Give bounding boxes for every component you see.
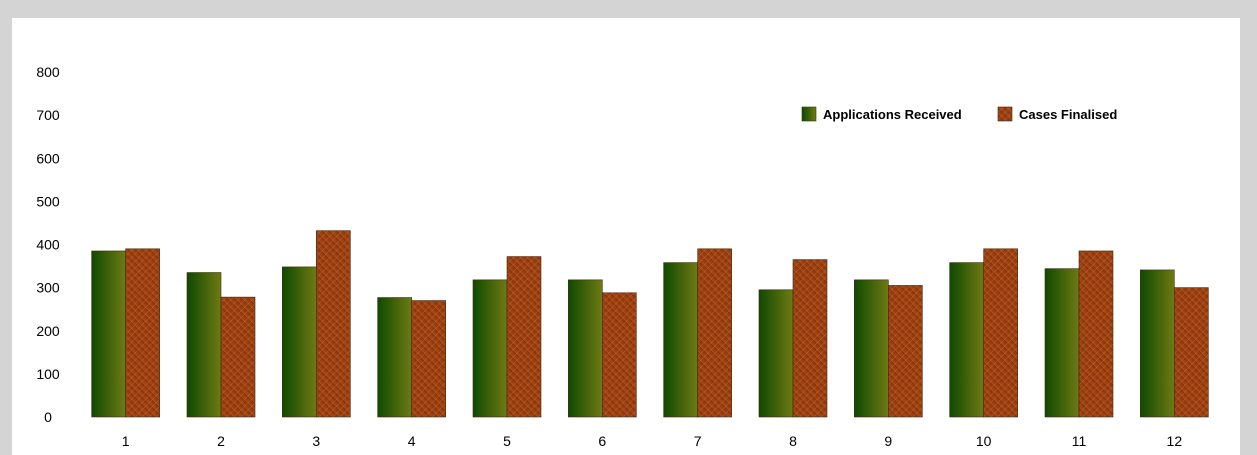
bar-applications-received — [377, 297, 412, 418]
bar-applications-received — [1140, 269, 1175, 418]
bar-cases-finalised — [125, 248, 160, 418]
bar-cases-finalised — [888, 285, 923, 418]
bar-cases-finalised — [411, 300, 446, 418]
y-tick-label: 100 — [36, 366, 60, 382]
bar-applications-received — [186, 272, 222, 418]
x-tick-label: 8 — [789, 433, 797, 449]
x-tick-label: 11 — [1072, 433, 1087, 449]
x-tick-label: 1 — [122, 433, 130, 449]
x-tick-label: 4 — [408, 433, 416, 449]
bar-series-group — [91, 230, 1209, 418]
x-tick-label: 6 — [598, 433, 606, 449]
bar-cases-finalised — [1174, 287, 1209, 418]
x-tick-label: 12 — [1167, 433, 1183, 449]
bar-applications-received — [91, 250, 126, 418]
x-tick-label: 5 — [503, 433, 511, 449]
y-tick-label: 400 — [36, 237, 60, 253]
x-tick-label: 3 — [312, 433, 320, 449]
bar-applications-received — [472, 279, 508, 418]
y-tick-label: 500 — [36, 193, 60, 209]
bar-applications-received — [568, 279, 603, 418]
legend-swatch-applications-received — [801, 106, 817, 122]
y-tick-label: 800 — [36, 64, 60, 80]
x-axis-labels: 1 2 3 4 5 6 7 8 9 10 11 12 — [122, 433, 1183, 449]
x-tick-label: 2 — [217, 433, 225, 449]
legend: Applications Received Cases Finalised — [801, 106, 1117, 122]
bar-cases-finalised — [983, 248, 1018, 418]
y-tick-label: 200 — [36, 323, 60, 339]
legend-label-cases-finalised: Cases Finalised — [1019, 107, 1117, 122]
bar-cases-finalised — [602, 292, 637, 418]
y-axis-ticks: 0 100 200 300 400 500 600 700 800 — [36, 64, 60, 425]
bar-cases-finalised — [1078, 250, 1114, 418]
bar-applications-received — [949, 262, 984, 418]
legend-swatch-cases-finalised — [997, 106, 1013, 122]
bar-applications-received — [758, 289, 794, 418]
bar-applications-received — [282, 266, 317, 418]
y-tick-label: 0 — [44, 409, 52, 425]
bar-cases-finalised — [697, 248, 732, 418]
x-tick-label: 10 — [976, 433, 992, 449]
x-tick-label: 9 — [884, 433, 892, 449]
bar-applications-received — [663, 262, 698, 418]
bar-applications-received — [854, 279, 889, 418]
bar-cases-finalised — [316, 230, 351, 418]
legend-label-applications-received: Applications Received — [823, 107, 962, 122]
y-tick-label: 700 — [36, 107, 60, 123]
bar-applications-received — [1044, 268, 1080, 418]
bar-cases-finalised — [506, 256, 542, 418]
y-tick-label: 300 — [36, 280, 60, 296]
x-tick-label: 7 — [694, 433, 702, 449]
bar-cases-finalised — [792, 259, 828, 418]
bar-cases-finalised — [220, 296, 256, 418]
y-tick-label: 600 — [36, 150, 60, 166]
